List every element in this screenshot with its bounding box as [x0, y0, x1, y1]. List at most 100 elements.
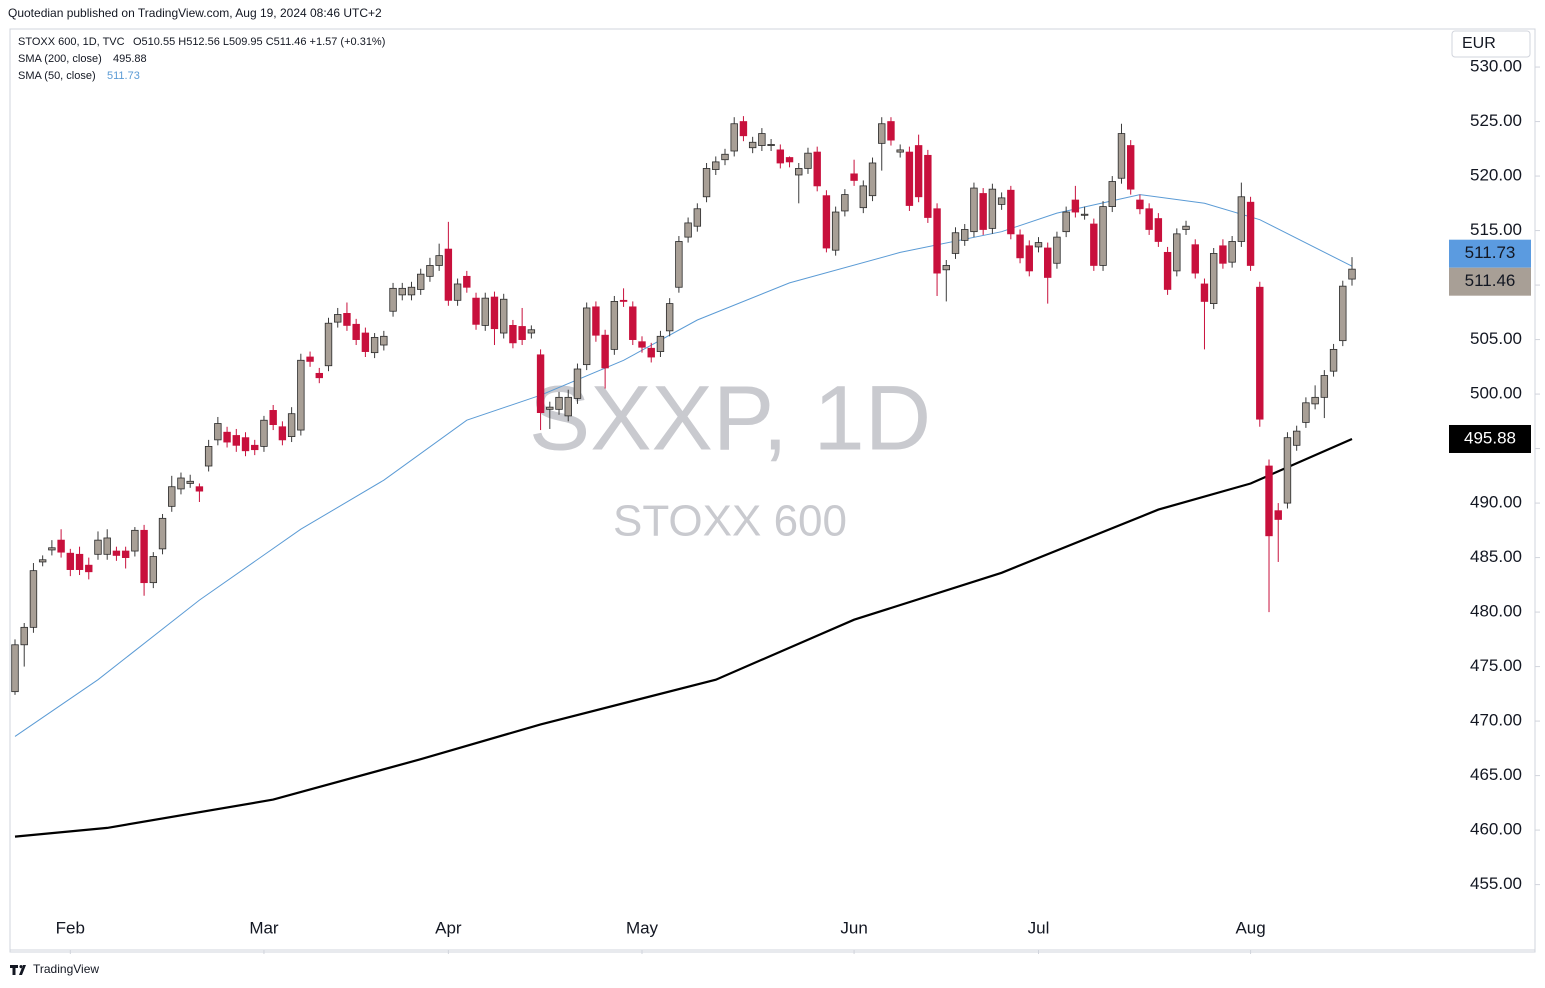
x-tick-label: Jun	[840, 918, 867, 937]
candle	[490, 291, 499, 346]
candle	[1320, 370, 1329, 419]
candle	[1062, 206, 1070, 238]
candle	[223, 426, 231, 448]
y-tick-label: 465.00	[1470, 765, 1522, 784]
candle-body	[204, 445, 213, 467]
candle	[813, 146, 821, 192]
candle-body	[463, 275, 471, 288]
candle	[1127, 140, 1135, 195]
candle-body	[417, 273, 425, 290]
candle	[380, 330, 388, 351]
y-tick-label: 475.00	[1470, 656, 1522, 675]
candle	[1311, 385, 1319, 410]
candle	[232, 428, 240, 452]
candle	[417, 268, 425, 295]
y-tick-label: 485.00	[1470, 547, 1522, 566]
candle-body	[75, 553, 84, 570]
candle	[1007, 185, 1015, 240]
price-label-box	[1449, 239, 1531, 268]
candle-body	[380, 335, 388, 346]
candle	[1145, 203, 1153, 235]
candle-body	[1256, 286, 1264, 420]
candle	[168, 475, 176, 512]
candle	[509, 319, 517, 349]
candle	[1016, 229, 1024, 264]
candle-body	[1209, 253, 1218, 305]
candle	[324, 317, 333, 372]
candle-body	[942, 265, 950, 271]
candle	[887, 117, 895, 146]
x-tick-label: Jul	[1028, 918, 1050, 937]
candle	[407, 281, 416, 301]
candle	[850, 159, 858, 186]
candle-body	[1136, 199, 1144, 210]
candle	[1044, 242, 1052, 304]
x-tick-label: May	[626, 918, 659, 937]
candle	[592, 301, 600, 342]
candle	[1200, 278, 1209, 350]
candle-body	[951, 232, 960, 254]
candle	[370, 333, 379, 359]
candle-body	[57, 539, 65, 553]
legend-value: 495.88	[113, 53, 147, 65]
candle-body	[426, 265, 434, 277]
candle-body	[1329, 348, 1338, 372]
candle	[924, 149, 932, 223]
y-tick-label: 480.00	[1470, 602, 1522, 621]
candle-body	[232, 435, 240, 446]
footer-logo	[10, 965, 26, 975]
candle-body	[582, 307, 591, 366]
y-tick-label: 520.00	[1470, 166, 1522, 185]
candle-body	[315, 372, 323, 379]
candle	[241, 432, 250, 457]
candle-body	[1237, 196, 1246, 242]
candle	[518, 307, 526, 346]
candle	[629, 301, 637, 346]
currency[interactable]: EUR	[1462, 35, 1496, 52]
candle-body	[131, 529, 139, 552]
candle	[361, 327, 370, 358]
candle	[693, 203, 702, 232]
candle-body	[251, 444, 259, 451]
candle-body	[1246, 201, 1255, 266]
candle	[675, 236, 683, 293]
candle	[748, 136, 757, 154]
candle-body	[878, 123, 886, 144]
price-label-box	[1449, 267, 1531, 296]
candle-body	[1274, 510, 1282, 520]
candle-body	[48, 547, 56, 551]
candle-body	[564, 396, 572, 417]
candle	[951, 227, 960, 259]
candle-body	[1034, 242, 1043, 248]
candle	[555, 391, 563, 415]
candle	[1090, 218, 1098, 271]
legend-name: SMA (200, close)	[18, 53, 102, 65]
candle	[859, 180, 868, 214]
candle	[638, 336, 646, 353]
candle-body	[518, 326, 526, 340]
candle-body	[1320, 375, 1329, 398]
candle-body	[260, 419, 268, 447]
currency-button[interactable]	[1451, 30, 1531, 58]
price-label: 495.88	[1464, 428, 1516, 447]
candle-body	[822, 195, 831, 249]
candle-body	[684, 222, 692, 238]
candle-body	[20, 626, 28, 646]
candle	[435, 243, 443, 271]
candle	[785, 156, 794, 168]
candle	[979, 188, 987, 235]
candle	[712, 156, 720, 175]
candle	[942, 260, 950, 302]
candle-body	[1117, 133, 1126, 179]
candle-body	[334, 314, 342, 323]
sma-line	[14, 437, 1353, 838]
candle	[831, 206, 840, 256]
candle	[767, 139, 775, 151]
candle-body	[813, 151, 821, 187]
candle	[11, 639, 19, 695]
candle	[251, 439, 259, 456]
candle	[214, 416, 222, 446]
candle	[1219, 239, 1227, 269]
candle	[20, 622, 28, 667]
candle-body	[1053, 236, 1061, 264]
